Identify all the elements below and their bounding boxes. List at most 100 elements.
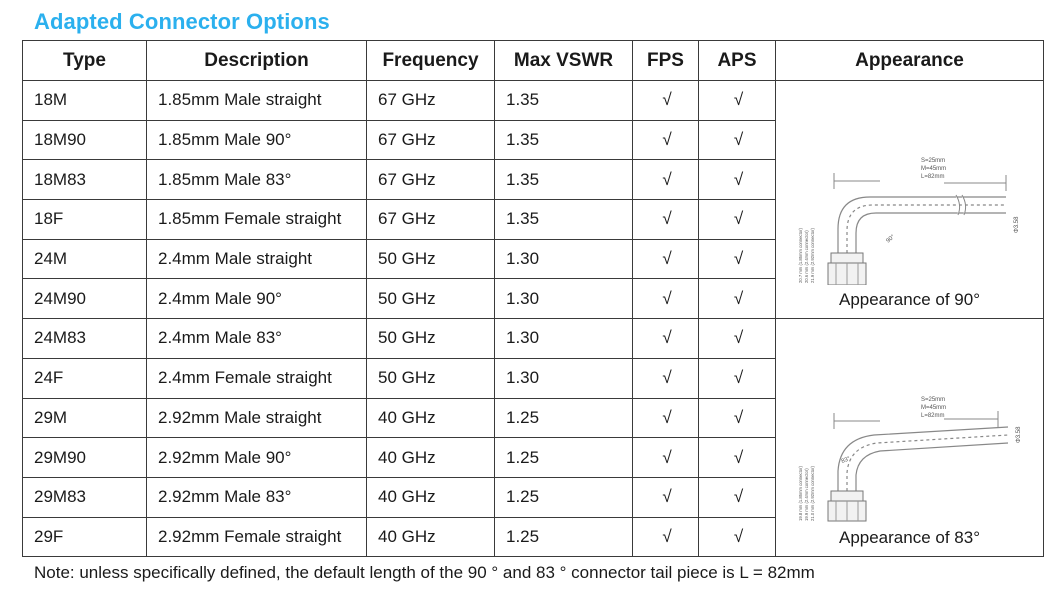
type-cell: 29M83 [22,476,147,518]
description-cell: 2.4mm Male straight [146,238,367,280]
angle-label: 90° [885,234,896,245]
vswr-cell: 1.35 [494,199,633,240]
description-cell: 2.4mm Female straight [146,357,367,399]
checkmark-icon: √ [662,447,672,467]
checkmark-icon: √ [662,169,672,189]
fps-check-cell: √ [632,199,699,240]
description-cell: 2.92mm Male 90° [146,437,367,478]
checkmark-icon: √ [733,328,744,348]
checkmark-icon: √ [662,487,672,507]
vswr-cell: 1.30 [494,238,633,280]
svg-text:20.7 mm (1.85mm connector): 20.7 mm (1.85mm connector) [798,228,803,284]
frequency-cell: 40 GHz [366,397,495,439]
dim-s: S=25mm [921,158,945,164]
header-aps: APS [698,40,776,81]
aps-check-cell: √ [698,516,776,558]
table-row: 29M90 2.92mm Male 90° 40 GHz 1.25 √ √ [22,437,1044,478]
vswr-cell: 1.30 [494,357,633,399]
aps-check-cell: √ [698,159,776,201]
frequency-cell: 50 GHz [366,357,495,399]
type-cell: 18M90 [22,119,147,161]
checkmark-icon: √ [733,209,744,229]
checkmark-icon: √ [733,407,744,427]
aps-check-cell: √ [698,278,776,320]
appearance-90-caption: Appearance of 90° [838,290,980,310]
header-type: Type [22,40,147,81]
svg-text:20.6 mm (2.4mm connector): 20.6 mm (2.4mm connector) [804,230,809,283]
aps-check-cell: √ [698,318,776,359]
checkmark-icon: √ [733,130,744,150]
type-cell: 18F [22,199,147,240]
type-cell: 24M90 [22,278,147,320]
table-row: 29F 2.92mm Female straight 40 GHz 1.25 √ √ [22,516,1044,558]
type-cell: 29M [22,397,147,439]
vswr-cell: 1.35 [494,159,633,201]
connector-83-drawing: S=25mm M=45mm L=82mm 83° Φ3.58 19.8 mm (… [798,397,1022,522]
checkmark-icon: √ [662,130,672,150]
aps-check-cell: √ [698,119,776,161]
header-max-vswr: Max VSWR [494,40,633,81]
description-cell: 1.85mm Male straight [146,80,367,121]
aps-check-cell: √ [698,397,776,439]
aps-check-cell: √ [698,476,776,518]
svg-text:19.9 mm (2.4mm connector): 19.9 mm (2.4mm connector) [804,468,809,521]
description-cell: 2.4mm Male 90° [146,278,367,320]
description-cell: 1.85mm Male 90° [146,119,367,161]
dim-l: L=82mm [921,174,945,180]
frequency-cell: 67 GHz [366,159,495,201]
type-cell: 18M83 [22,159,147,201]
dia-label: Φ3.58 [1016,426,1022,443]
table-row: 24M 2.4mm Male straight 50 GHz 1.30 √ √ [22,238,1044,280]
vswr-cell: 1.25 [494,516,633,558]
fps-check-cell: √ [632,437,699,478]
vswr-cell: 1.35 [494,119,633,161]
frequency-cell: 40 GHz [366,437,495,478]
vswr-cell: 1.35 [494,80,633,121]
svg-text:21.0 mm (2.92mm connector): 21.0 mm (2.92mm connector) [810,466,815,522]
type-cell: 24M83 [22,318,147,359]
checkmark-icon: √ [733,169,744,189]
table-row: 29M83 2.92mm Male 83° 40 GHz 1.25 √ √ [22,476,1044,518]
type-cell: 24M [22,238,147,280]
aps-check-cell: √ [698,238,776,280]
description-cell: 2.92mm Female straight [146,516,367,558]
aps-check-cell: √ [698,437,776,478]
fps-check-cell: √ [632,476,699,518]
frequency-cell: 50 GHz [366,238,495,280]
checkmark-icon: √ [662,328,672,348]
vswr-cell: 1.25 [494,397,633,439]
frequency-cell: 40 GHz [366,476,495,518]
aps-check-cell: √ [698,80,776,121]
checkmark-icon: √ [662,209,672,229]
frequency-cell: 50 GHz [366,318,495,359]
table-row: 24M83 2.4mm Male 83° 50 GHz 1.30 √ √ S=25mm M… [22,318,1044,558]
footnote: Note: unless specifically defined, the d… [34,563,815,582]
table-header-row: Type Description Frequency Max VSWR FPS … [22,40,1044,81]
checkmark-icon: √ [733,90,744,110]
vswr-cell: 1.25 [494,476,633,518]
checkmark-icon: √ [662,249,672,269]
frequency-cell: 67 GHz [366,80,495,121]
appearance-90-cell: S=25mm M=45mm L=82mm 90° Φ3.58 20.7 mm (… [775,79,1044,320]
description-cell: 2.92mm Male 83° [146,476,367,518]
table-row: 18F 1.85mm Female straight 67 GHz 1.35 √ √ [22,199,1044,240]
connector-options-table: Type Description Frequency Max VSWR FPS … [22,40,1044,558]
dim-m: M=45mm [921,405,946,411]
header-fps: FPS [632,40,699,81]
checkmark-icon: √ [662,407,672,427]
dim-m: M=45mm [921,166,946,172]
vswr-cell: 1.30 [494,278,633,320]
checkmark-icon: √ [662,288,672,308]
vswr-cell: 1.30 [494,318,633,359]
vswr-cell: 1.25 [494,437,633,478]
frequency-cell: 50 GHz [366,278,495,320]
description-cell: 2.4mm Male 83° [146,318,367,359]
checkmark-icon: √ [733,249,744,269]
appearance-83-caption: Appearance of 83° [838,528,980,548]
header-description: Description [146,40,367,81]
aps-check-cell: √ [698,199,776,240]
fps-check-cell: √ [632,516,699,558]
checkmark-icon: √ [662,368,672,388]
checkmark-icon: √ [662,526,672,546]
connector-90-drawing: S=25mm M=45mm L=82mm 90° Φ3.58 20.7 mm (… [798,158,1020,286]
